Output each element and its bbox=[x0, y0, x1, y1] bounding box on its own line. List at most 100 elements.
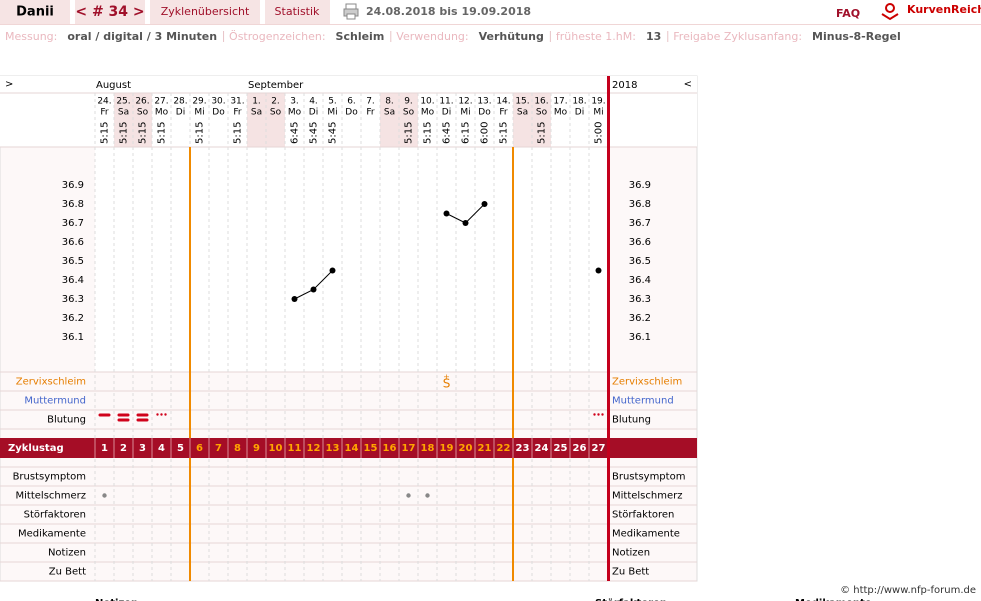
row-label: Brustsymptom bbox=[612, 472, 685, 483]
bleeding-dot bbox=[601, 413, 604, 416]
weekday: Fr bbox=[366, 108, 375, 118]
date: 8. bbox=[385, 97, 394, 107]
weekday: Di bbox=[575, 108, 584, 118]
tab[interactable] bbox=[265, 0, 330, 24]
weekday: Mo bbox=[288, 108, 302, 118]
row-label: Zu Bett bbox=[49, 567, 86, 578]
row-label: Medikamente bbox=[18, 529, 86, 540]
bleeding bbox=[117, 413, 130, 422]
time: 6:15 bbox=[461, 122, 472, 144]
date: 29. bbox=[192, 97, 206, 107]
cycle-day: 15 bbox=[364, 443, 378, 454]
bleeding bbox=[98, 413, 111, 417]
weekday: Sa bbox=[384, 108, 395, 118]
weekend-column bbox=[266, 93, 285, 147]
bleeding-dash bbox=[136, 413, 149, 417]
cycle-day: 12 bbox=[307, 443, 321, 454]
weekday: Di bbox=[176, 108, 185, 118]
cycle-day: 8 bbox=[234, 443, 241, 454]
y-tick-label: 36.9 bbox=[62, 180, 84, 191]
cycle-day: 6 bbox=[196, 443, 203, 454]
cycle-day: 2 bbox=[120, 443, 127, 454]
bleeding-dot bbox=[160, 413, 163, 416]
tab-label[interactable]: Zyklenübersicht bbox=[161, 5, 250, 18]
time: 5:15 bbox=[157, 122, 168, 144]
weekday: So bbox=[270, 108, 282, 118]
time: 6:00 bbox=[480, 122, 491, 144]
weekday: Sa bbox=[517, 108, 528, 118]
time: 5:15 bbox=[404, 122, 415, 144]
info-row: Messung: oral / digital / 3 Minuten Östrog… bbox=[5, 30, 901, 43]
row-label: Zervixschleim bbox=[16, 377, 86, 388]
time: 5:45 bbox=[328, 122, 339, 144]
cycle-day: 21 bbox=[478, 443, 492, 454]
weekend-column bbox=[114, 93, 133, 147]
cycle-day: 23 bbox=[516, 443, 530, 454]
user-tab[interactable] bbox=[0, 0, 70, 24]
date: 16. bbox=[534, 97, 548, 107]
mittelschmerz-dot bbox=[425, 493, 430, 498]
time: 5:15 bbox=[119, 122, 130, 144]
mucus-sign: S bbox=[443, 377, 451, 391]
nav: > bbox=[5, 79, 13, 90]
date: 1. bbox=[252, 97, 261, 107]
cycle-day: 27 bbox=[592, 443, 606, 454]
date: 3. bbox=[290, 97, 299, 107]
y-tick-label: 36.2 bbox=[62, 313, 84, 324]
info-value: Minus-8-Regel bbox=[812, 30, 901, 43]
tab[interactable] bbox=[150, 0, 260, 24]
weekday: Mi bbox=[194, 108, 204, 118]
date: 13. bbox=[477, 97, 491, 107]
row-label: Mittelschmerz bbox=[612, 491, 682, 502]
time: 5:45 bbox=[309, 122, 320, 144]
faq-link[interactable]: FAQ bbox=[836, 7, 860, 20]
bleeding-dot bbox=[593, 413, 596, 416]
info-value: 13 bbox=[646, 30, 661, 43]
cycle-tab[interactable] bbox=[75, 0, 145, 24]
temperature-point bbox=[443, 210, 450, 217]
row-label: Blutung bbox=[612, 415, 651, 426]
cycle-number[interactable]: < # 34 > bbox=[75, 4, 144, 20]
date: 30. bbox=[211, 97, 225, 107]
weekday: Mi bbox=[593, 108, 603, 118]
weekday: Di bbox=[442, 108, 451, 118]
row-label: Zu Bett bbox=[612, 567, 649, 578]
weekday: Sa bbox=[118, 108, 129, 118]
row-label: Medikamente bbox=[612, 529, 680, 540]
cycle-day: 14 bbox=[345, 443, 359, 454]
weekend-column bbox=[380, 93, 399, 147]
date: 18. bbox=[572, 97, 586, 107]
logo-icon bbox=[881, 3, 899, 21]
row-label: Störfaktoren bbox=[612, 510, 674, 521]
bleeding-dash bbox=[117, 418, 130, 422]
copyright: © http://www.nfp-forum.de bbox=[840, 585, 976, 596]
separator bbox=[390, 31, 392, 42]
logo[interactable]: KurvenReich bbox=[907, 3, 981, 16]
cycle-day: 25 bbox=[554, 443, 568, 454]
temperature-point bbox=[462, 220, 469, 226]
tab-label[interactable]: Statistik bbox=[275, 5, 321, 18]
bleeding-dot bbox=[164, 413, 167, 416]
y-tick-label: 36.8 bbox=[629, 199, 651, 210]
month: September bbox=[248, 80, 304, 91]
print-icon[interactable] bbox=[343, 3, 359, 20]
weekend-column bbox=[133, 93, 152, 147]
row-label: Notizen bbox=[612, 548, 650, 559]
cycle-day: 10 bbox=[269, 443, 283, 454]
y-tick-label: 36.9 bbox=[629, 180, 651, 191]
year: 2018 bbox=[612, 80, 637, 91]
y-tick-label: 36.4 bbox=[629, 275, 651, 286]
temperature-point bbox=[481, 201, 488, 207]
separator bbox=[223, 31, 225, 42]
cycle-day: 20 bbox=[459, 443, 473, 454]
cycle-day: 5 bbox=[177, 443, 184, 454]
weekday: Do bbox=[345, 108, 358, 118]
info-label: früheste 1.hM: bbox=[556, 30, 636, 43]
mucus-mod: + bbox=[443, 373, 450, 382]
time: 5:00 bbox=[594, 122, 605, 144]
row-label: Brustsymptom bbox=[13, 472, 86, 483]
time: 5:15 bbox=[195, 122, 206, 144]
weekday: Do bbox=[478, 108, 491, 118]
